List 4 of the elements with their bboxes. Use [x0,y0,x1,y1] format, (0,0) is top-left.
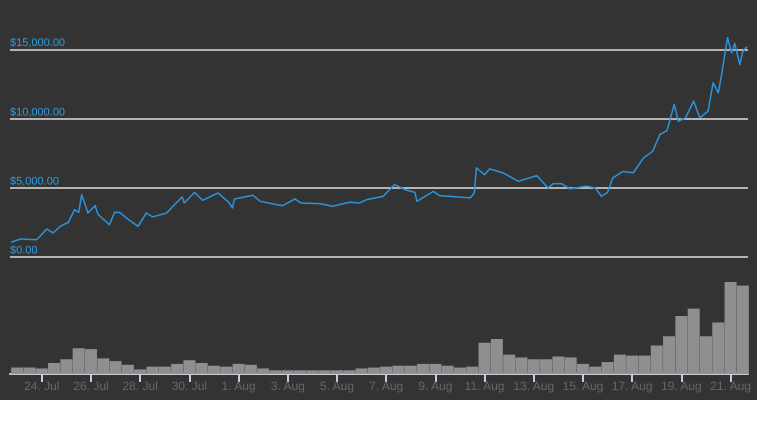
y-tick-label: $5,000.00 [10,175,59,188]
y-tick-label: $0.00 [10,244,38,256]
y-tick-label: $10,000.00 [10,106,66,118]
y-tick-label: $15,000.00 [10,37,66,50]
